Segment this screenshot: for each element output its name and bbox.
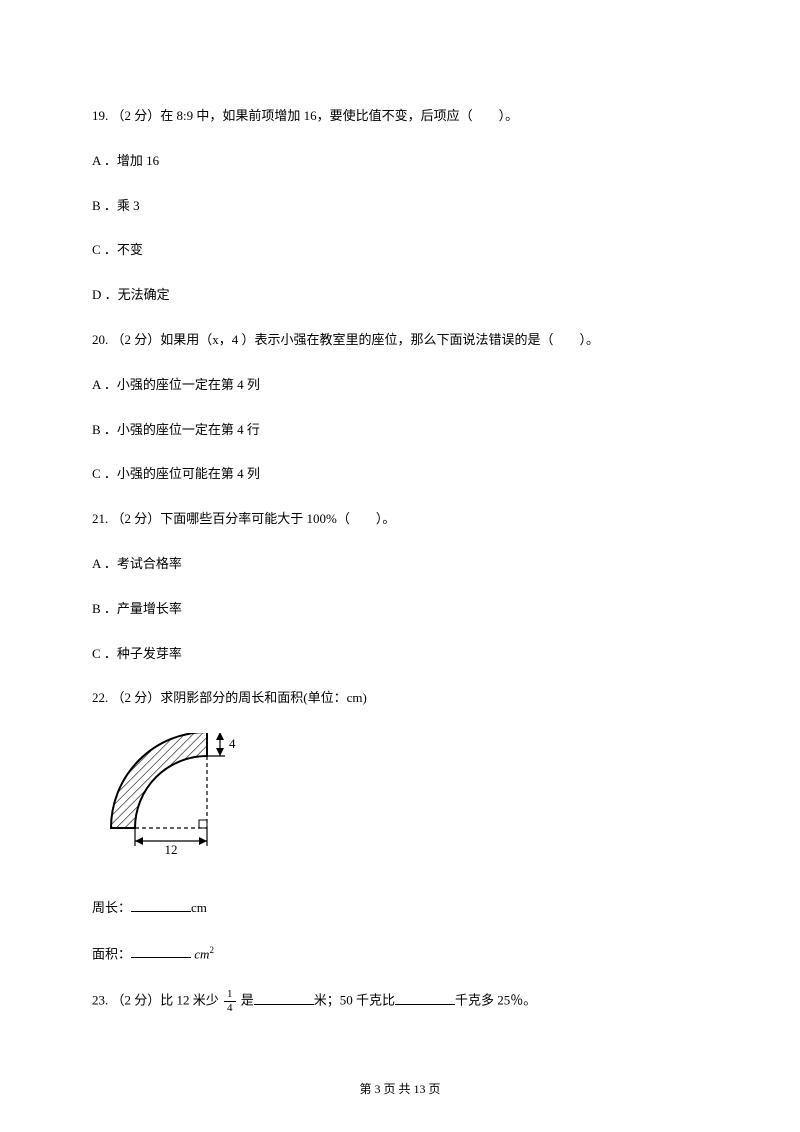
q22-area-label: 面积：: [92, 946, 131, 961]
q22-area-exp: 2: [209, 945, 214, 955]
q19-option-b: B ．乘 3: [92, 196, 708, 217]
q20-option-b: B ．小强的座位一定在第 4 行: [92, 420, 708, 441]
q22-perimeter-unit: cm: [191, 900, 207, 915]
q22-stem: 22. （2 分）求阴影部分的周长和面积(单位：cm): [92, 688, 708, 709]
figure-label-4: 4: [229, 736, 236, 751]
q23-frac-den: 4: [224, 1002, 236, 1014]
q19-option-c: C ．不变: [92, 240, 708, 261]
q23-prefix: 23. （2 分）比 12 米少: [92, 993, 222, 1008]
q22-perimeter-row: 周长： cm: [92, 898, 708, 919]
page-footer: 第 3 页 共 13 页: [0, 1080, 800, 1097]
q22-perimeter-blank: [131, 898, 191, 912]
q19-option-a: A ．增加 16: [92, 151, 708, 172]
q23-mid: 是: [238, 993, 254, 1008]
q23-fraction: 14: [224, 989, 236, 1014]
q22-figure: 12 4: [92, 733, 708, 868]
q19-stem: 19. （2 分）在 8:9 中，如果前项增加 16，要使比值不变，后项应（ ）…: [92, 106, 708, 127]
q20-option-a: A ．小强的座位一定在第 4 列: [92, 375, 708, 396]
q22-area-unit: cm: [194, 946, 209, 961]
q23-blank1: [254, 991, 314, 1005]
q23-frac-num: 1: [224, 989, 236, 1002]
q21-option-b: B ．产量增长率: [92, 599, 708, 620]
q22-area-row: 面积： cm2: [92, 943, 708, 965]
q21-option-c: C ．种子发芽率: [92, 644, 708, 665]
q22-perimeter-label: 周长：: [92, 900, 131, 915]
q22-area-blank: [131, 944, 191, 958]
q23-suffix: 千克多 25％。: [455, 993, 536, 1008]
q23-unit1: 米；50 千克比: [314, 993, 395, 1008]
q19-option-d: D ．无法确定: [92, 285, 708, 306]
q21-stem: 21. （2 分）下面哪些百分率可能大于 100%（ ）。: [92, 509, 708, 530]
q20-stem: 20. （2 分）如果用（x，4 ）表示小强在教室里的座位，那么下面说法错误的是…: [92, 330, 708, 351]
q20-option-c: C ．小强的座位可能在第 4 列: [92, 464, 708, 485]
q23-blank2: [395, 991, 455, 1005]
figure-label-12: 12: [165, 842, 178, 857]
q21-option-a: A ．考试合格率: [92, 554, 708, 575]
q23-stem: 23. （2 分）比 12 米少 14 是 米；50 千克比 千克多 25％。: [92, 989, 708, 1014]
